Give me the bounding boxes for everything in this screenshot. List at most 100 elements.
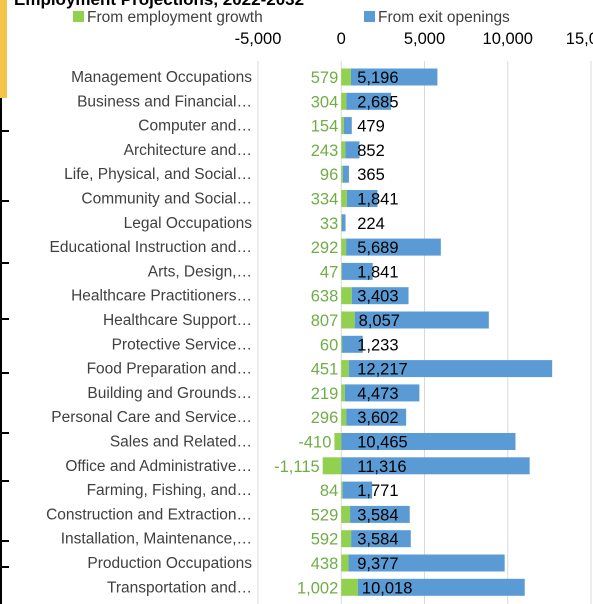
bar-exit-openings bbox=[346, 92, 392, 110]
data-label-employment-growth: 296 bbox=[311, 409, 339, 427]
bar-employment-growth bbox=[341, 238, 347, 256]
legend-entry: From exit openings bbox=[378, 9, 510, 26]
data-label-employment-growth: 638 bbox=[311, 288, 339, 306]
category-label: Installation, Maintenance,… bbox=[61, 531, 252, 548]
gridlines bbox=[257, 61, 592, 604]
data-label-exit-openings: 1,841 bbox=[357, 263, 398, 281]
data-label-exit-openings: 3,403 bbox=[357, 288, 398, 306]
bar-exit-openings bbox=[342, 262, 373, 280]
left-edge-tick bbox=[0, 200, 9, 202]
left-edge-tick bbox=[0, 262, 9, 264]
data-label-exit-openings: 12,217 bbox=[357, 361, 407, 379]
x-tick-label: 0 bbox=[337, 30, 346, 48]
data-label-exit-openings: 3,602 bbox=[357, 409, 398, 427]
bar-exit-openings bbox=[346, 190, 378, 207]
left-edge-accent bbox=[0, 0, 7, 98]
category-label: Community and Social… bbox=[81, 191, 252, 208]
bar-employment-growth bbox=[341, 68, 351, 86]
data-label-exit-openings: 10,018 bbox=[362, 579, 412, 597]
category-label: Construction and Extraction… bbox=[46, 506, 252, 523]
category-label: Personal Care and Service… bbox=[51, 409, 252, 426]
bar-employment-growth bbox=[341, 92, 347, 110]
data-label-exit-openings: 1,771 bbox=[357, 482, 398, 500]
bars bbox=[322, 68, 553, 596]
bar-employment-growth bbox=[341, 311, 355, 329]
bar-employment-growth bbox=[341, 360, 349, 378]
bar-exit-openings bbox=[342, 335, 363, 353]
data-label-employment-growth: 438 bbox=[311, 555, 339, 573]
bar-exit-openings bbox=[350, 505, 410, 523]
category-label: Transportation and… bbox=[107, 579, 252, 596]
data-label-exit-openings: 1,841 bbox=[357, 191, 398, 209]
data-label-exit-openings: 3,584 bbox=[357, 506, 398, 524]
bar-employment-growth bbox=[341, 190, 347, 207]
category-label: Legal Occupations bbox=[124, 215, 253, 232]
bar-employment-growth bbox=[341, 578, 358, 596]
data-label-exit-openings: 1,233 bbox=[357, 336, 398, 354]
data-label-employment-growth: 304 bbox=[311, 93, 339, 111]
legend-entry: From employment growth bbox=[87, 9, 263, 26]
bar-exit-openings bbox=[341, 457, 530, 475]
bar-exit-openings bbox=[350, 68, 438, 86]
bar-exit-openings bbox=[357, 578, 525, 596]
category-label: Life, Physical, and Social… bbox=[64, 166, 252, 183]
legend-swatch bbox=[364, 11, 375, 22]
bar-employment-growth bbox=[341, 262, 343, 280]
data-label-exit-openings: 365 bbox=[357, 166, 385, 184]
data-label-exit-openings: 9,377 bbox=[357, 555, 398, 573]
data-label-exit-openings: 8,057 bbox=[359, 312, 400, 330]
data-label-employment-growth: 243 bbox=[311, 142, 339, 160]
category-label: Farming, Fishing, and… bbox=[87, 482, 252, 499]
category-label: Architecture and… bbox=[124, 142, 252, 159]
category-label: Business and Financial… bbox=[77, 93, 252, 110]
left-edge-tick bbox=[0, 566, 9, 568]
data-label-employment-growth: 154 bbox=[311, 118, 339, 136]
category-label: Production Occupations bbox=[87, 555, 252, 572]
bar-exit-openings bbox=[345, 141, 360, 159]
data-label-exit-openings: 3,584 bbox=[357, 531, 398, 549]
x-tick-label: -5,000 bbox=[235, 30, 282, 48]
bar-exit-openings bbox=[346, 238, 441, 256]
data-label-employment-growth: -1,115 bbox=[274, 458, 320, 476]
data-label-employment-growth: 592 bbox=[311, 531, 339, 549]
bar-employment-growth bbox=[341, 287, 352, 305]
data-label-exit-openings: 479 bbox=[357, 118, 385, 136]
bar-exit-openings bbox=[342, 165, 349, 183]
data-label-exit-openings: 852 bbox=[357, 142, 385, 160]
bar-employment-growth bbox=[341, 384, 345, 402]
left-edge-tick bbox=[0, 432, 9, 434]
category-label: Sales and Related… bbox=[110, 434, 252, 451]
category-label: Computer and… bbox=[138, 118, 252, 135]
data-label-exit-openings: 2,685 bbox=[357, 93, 398, 111]
data-label-employment-growth: 219 bbox=[311, 385, 339, 403]
bar-exit-openings bbox=[348, 554, 505, 572]
data-label-employment-growth: 807 bbox=[311, 312, 339, 330]
category-label: Protective Service… bbox=[112, 336, 252, 353]
bar-employment-growth bbox=[322, 457, 342, 475]
left-edge-tick bbox=[0, 480, 9, 482]
legend-swatch bbox=[73, 11, 84, 22]
bar-employment-growth bbox=[341, 335, 343, 353]
bar-exit-openings bbox=[351, 530, 411, 548]
category-label: Office and Administrative… bbox=[65, 458, 252, 475]
bar-exit-openings bbox=[341, 214, 346, 232]
data-label-employment-growth: 579 bbox=[311, 69, 339, 87]
data-label-employment-growth: 334 bbox=[311, 191, 339, 209]
category-label: Healthcare Support… bbox=[103, 312, 252, 329]
data-label-exit-openings: 5,689 bbox=[357, 239, 398, 257]
left-edge-tick bbox=[0, 318, 9, 320]
data-label-exit-openings: 4,473 bbox=[357, 385, 398, 403]
category-label: Building and Grounds… bbox=[87, 385, 252, 402]
labels: Management Occupations 579 5,196 Business a… bbox=[46, 69, 412, 597]
left-edge-tick bbox=[0, 372, 9, 374]
left-edge-tick bbox=[0, 130, 9, 132]
bar-employment-growth bbox=[341, 408, 347, 426]
data-label-exit-openings: 5,196 bbox=[357, 69, 398, 87]
data-label-employment-growth: 96 bbox=[320, 166, 338, 184]
bar-exit-openings bbox=[351, 287, 409, 305]
left-edge-tick bbox=[0, 540, 9, 542]
category-label: Management Occupations bbox=[71, 69, 252, 86]
category-label: Food Preparation and… bbox=[87, 361, 252, 378]
x-tick-label: 5,000 bbox=[404, 30, 445, 48]
